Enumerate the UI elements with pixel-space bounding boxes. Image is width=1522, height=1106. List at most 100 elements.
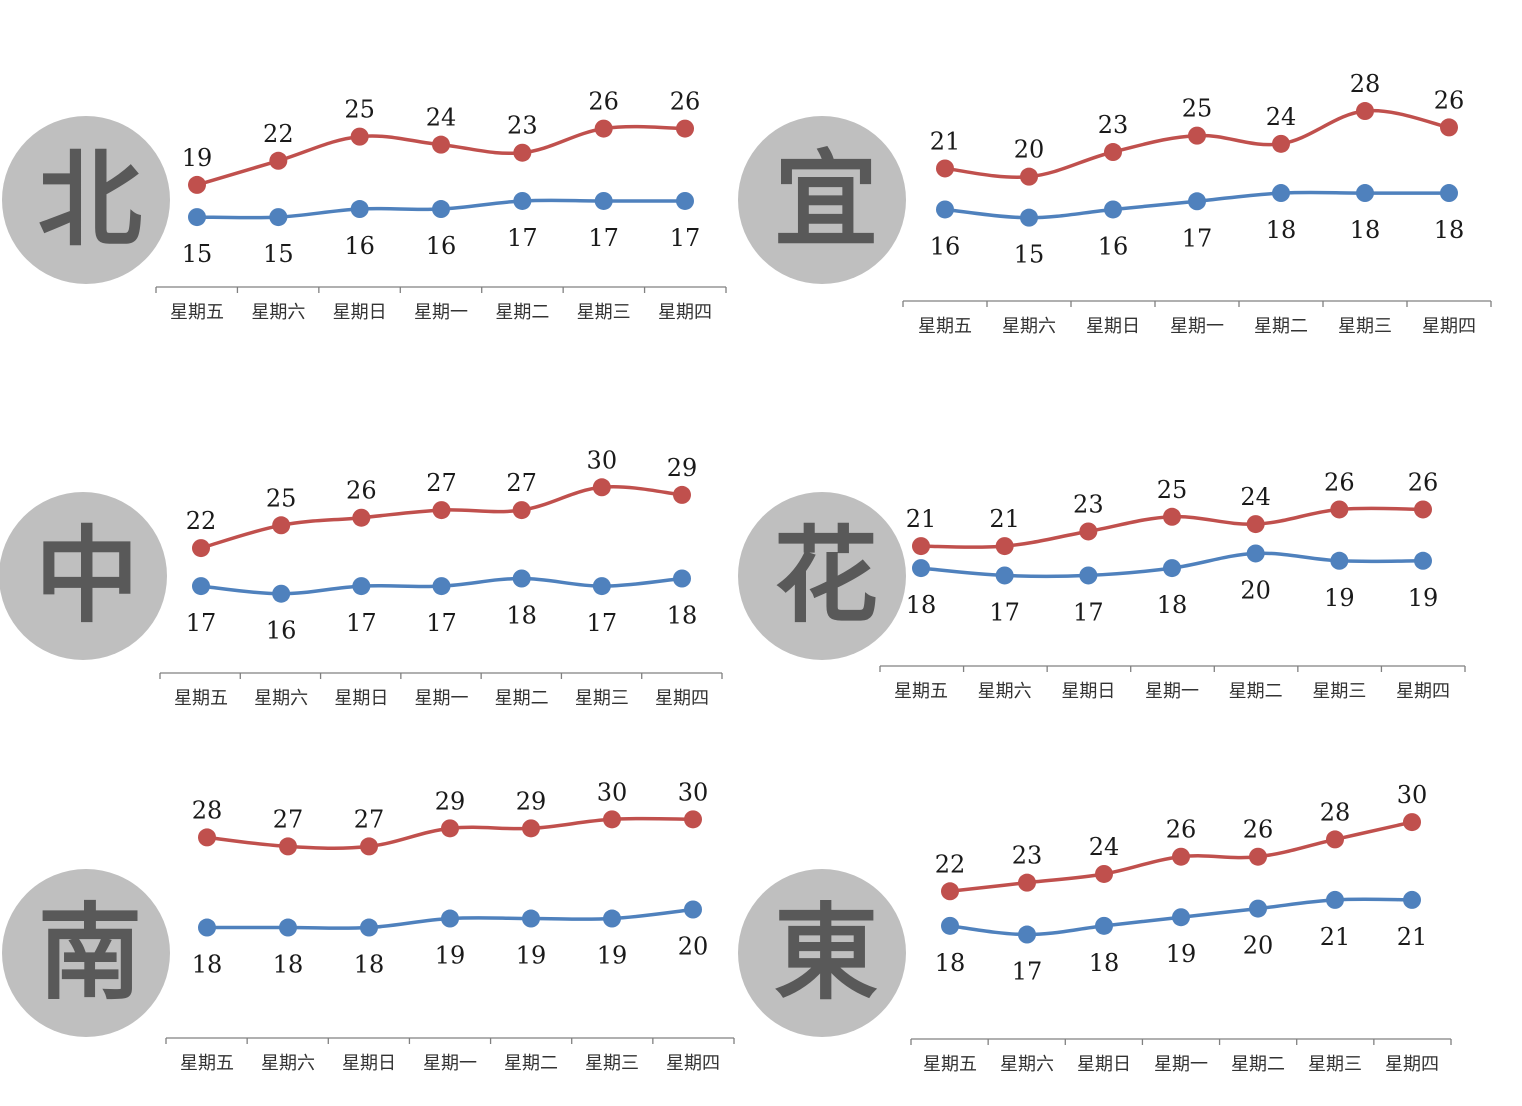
high-temp-point — [198, 828, 216, 847]
high-temp-point — [1163, 507, 1181, 526]
low-temp-label: 15 — [182, 240, 213, 268]
low-temp-label: 19 — [597, 942, 628, 970]
high-temp-point — [1414, 500, 1432, 519]
low-temp-point — [350, 200, 369, 219]
low-temp-point — [941, 916, 959, 935]
region-label: 花 — [774, 515, 878, 637]
low-temp-point — [592, 577, 611, 596]
x-tick-label: 星期三 — [1338, 316, 1392, 337]
low-temp-label: 18 — [1350, 216, 1381, 244]
x-tick-label: 星期六 — [978, 681, 1032, 702]
high-temp-point — [269, 151, 288, 170]
high-temp-point — [272, 516, 291, 535]
high-temp-point — [912, 537, 930, 556]
x-tick-label: 星期日 — [1086, 316, 1140, 337]
x-tick-label: 星期一 — [414, 302, 468, 323]
high-temp-label: 29 — [516, 787, 547, 815]
x-tick-label: 星期一 — [1145, 681, 1199, 702]
x-tick-label: 星期五 — [923, 1054, 977, 1075]
low-temp-point — [1356, 184, 1374, 203]
low-temp-label: 17 — [1012, 958, 1043, 986]
low-temp-point — [1440, 184, 1458, 203]
high-temp-label: 20 — [1014, 136, 1045, 164]
high-temp-label: 26 — [346, 477, 377, 505]
low-temp-label: 16 — [1098, 232, 1129, 260]
low-temp-label: 19 — [1324, 584, 1355, 612]
region-label: 東 — [774, 892, 878, 1014]
high-temp-label: 30 — [587, 446, 618, 474]
high-temp-label: 29 — [667, 454, 698, 482]
high-temp-point — [1272, 134, 1290, 153]
x-tick-label: 星期四 — [1422, 316, 1476, 337]
low-temp-label: 21 — [1320, 923, 1351, 951]
low-temp-label: 18 — [667, 602, 698, 630]
high-temp-point — [1326, 830, 1344, 849]
x-tick-label: 星期一 — [1170, 316, 1224, 337]
low-temp-point — [1330, 551, 1349, 570]
high-temp-label: 25 — [1182, 95, 1213, 123]
high-temp-point — [594, 119, 613, 138]
x-tick-label: 星期五 — [180, 1053, 234, 1074]
low-temp-label: 17 — [507, 224, 538, 252]
high-temp-point — [1018, 873, 1036, 892]
high-temp-label: 28 — [1350, 70, 1381, 98]
x-tick-label: 星期二 — [1231, 1054, 1285, 1075]
high-temp-label: 22 — [263, 120, 294, 148]
high-temp-label: 25 — [1157, 476, 1188, 504]
low-temp-label: 17 — [587, 609, 618, 637]
low-temp-label: 17 — [1073, 598, 1104, 626]
low-temp-label: 20 — [678, 933, 709, 961]
low-temp-point — [522, 909, 540, 928]
high-temp-point — [941, 882, 959, 901]
low-temp-point — [441, 909, 459, 928]
low-temp-label: 17 — [186, 609, 217, 637]
low-temp-label: 16 — [266, 617, 297, 645]
high-temp-label: 22 — [935, 850, 966, 878]
high-temp-label: 23 — [1098, 111, 1129, 139]
x-tick-label: 星期五 — [174, 688, 228, 709]
low-temp-label: 19 — [516, 942, 547, 970]
high-temp-point — [1356, 102, 1374, 121]
x-tick-label: 星期六 — [251, 302, 305, 323]
region-circle — [738, 869, 906, 1037]
x-tick-label: 星期日 — [342, 1053, 396, 1074]
high-temp-point — [1079, 522, 1098, 541]
low-temp-point — [1414, 551, 1432, 570]
low-temp-label: 17 — [670, 224, 701, 252]
low-temp-label: 20 — [1240, 576, 1271, 604]
x-tick-label: 星期四 — [658, 302, 712, 323]
region-label: 南 — [38, 892, 142, 1014]
x-tick-label: 星期三 — [575, 688, 629, 709]
high-temp-label: 26 — [1434, 86, 1465, 114]
x-tick-label: 星期六 — [1000, 1054, 1054, 1075]
x-tick-label: 星期一 — [415, 688, 469, 709]
high-temp-label: 24 — [1240, 483, 1271, 511]
high-temp-label: 30 — [1397, 781, 1428, 809]
x-tick-label: 星期一 — [423, 1053, 477, 1074]
low-temp-point — [936, 200, 954, 219]
x-tick-label: 星期四 — [1385, 1054, 1439, 1075]
low-temp-point — [1272, 184, 1290, 203]
region-circle — [0, 492, 167, 660]
low-temp-point — [603, 909, 621, 928]
low-temp-point — [1249, 899, 1267, 918]
x-tick-label: 星期三 — [585, 1053, 639, 1074]
low-temp-label: 19 — [1166, 940, 1197, 968]
high-temp-label: 27 — [426, 469, 457, 497]
low-temp-point — [279, 918, 297, 937]
low-temp-point — [1188, 192, 1206, 211]
x-tick-label: 星期四 — [666, 1053, 720, 1074]
high-temp-label: 21 — [930, 127, 961, 155]
low-temp-point — [673, 569, 691, 588]
high-temp-point — [684, 810, 702, 829]
high-temp-point — [188, 175, 206, 194]
low-temp-point — [1020, 208, 1038, 227]
low-temp-label: 17 — [588, 224, 619, 252]
high-temp-point — [936, 159, 954, 178]
high-temp-point — [512, 501, 531, 520]
high-temp-point — [1403, 813, 1421, 832]
low-temp-label: 16 — [426, 232, 457, 260]
low-temp-label: 18 — [506, 602, 537, 630]
